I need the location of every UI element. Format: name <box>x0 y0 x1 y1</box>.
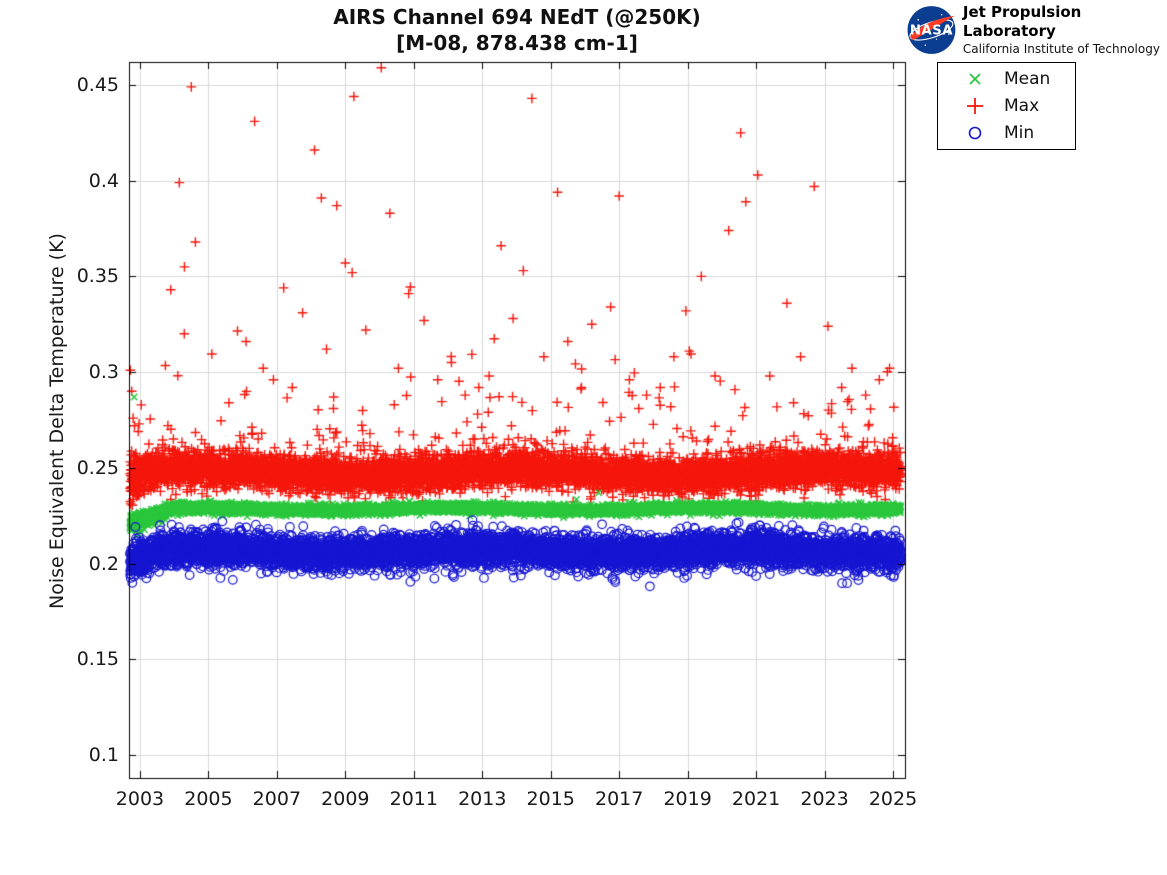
y-tick-0.3: 0.3 <box>88 361 119 384</box>
y-tick-0.2: 0.2 <box>88 552 119 575</box>
legend-label-max: Max <box>1004 96 1040 116</box>
x-tick-2003: 2003 <box>115 788 165 810</box>
x-tick-2023: 2023 <box>800 788 849 810</box>
legend-row-min: Min <box>938 120 1075 146</box>
x-tick-2015: 2015 <box>526 788 575 810</box>
chart-legend: Mean Max Min <box>937 62 1076 150</box>
y-tick-0.25: 0.25 <box>76 456 119 479</box>
x-tick-2019: 2019 <box>663 788 712 810</box>
max-plus-icon <box>966 97 984 115</box>
legend-label-min: Min <box>1004 123 1035 143</box>
legend-row-mean: Mean <box>938 66 1075 92</box>
x-tick-2009: 2009 <box>321 788 370 810</box>
x-tick-2005: 2005 <box>184 788 233 810</box>
y-tick-0.15: 0.15 <box>76 648 119 671</box>
y-tick-0.4: 0.4 <box>88 169 119 192</box>
mean-x-icon <box>966 70 984 88</box>
min-circle-icon <box>966 124 984 142</box>
legend-label-mean: Mean <box>1004 69 1051 89</box>
y-tick-0.45: 0.45 <box>76 73 119 96</box>
y-tick-0.35: 0.35 <box>76 265 119 288</box>
x-tick-2013: 2013 <box>458 788 507 810</box>
legend-row-max: Max <box>938 93 1075 119</box>
x-tick-2011: 2011 <box>389 788 438 810</box>
y-tick-0.1: 0.1 <box>88 744 119 767</box>
x-tick-2007: 2007 <box>252 788 302 810</box>
x-tick-2021: 2021 <box>731 788 781 810</box>
x-tick-2025: 2025 <box>868 788 918 810</box>
x-tick-2017: 2017 <box>594 788 644 810</box>
